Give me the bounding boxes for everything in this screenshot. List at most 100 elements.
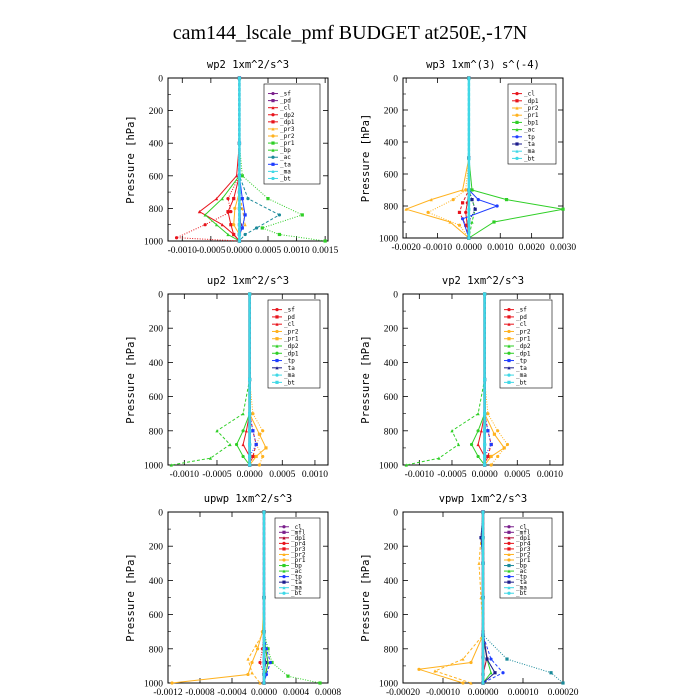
series-point: [467, 188, 471, 192]
series-point: [467, 207, 471, 211]
x-tick-label: 0.0010: [284, 246, 310, 256]
series-point: [232, 197, 236, 201]
series-point: [502, 446, 506, 450]
legend-label: _pr3: [516, 546, 531, 553]
series-point: [237, 141, 242, 145]
series-point: [246, 657, 250, 661]
legend-marker: [271, 91, 275, 96]
legend-label: _cl: [516, 321, 527, 328]
series-point: [489, 454, 493, 459]
series-point: [481, 681, 485, 685]
series-point: [561, 207, 565, 211]
series-point: [266, 647, 270, 651]
series-line: [418, 512, 484, 684]
series-line: [482, 512, 564, 684]
y-tick-label: 1000: [379, 462, 398, 472]
series-point: [477, 561, 481, 565]
series-point: [203, 223, 207, 227]
legend-label: _pr3: [280, 126, 295, 133]
series-point: [262, 595, 266, 600]
legend-label: _pr2: [291, 551, 306, 558]
y-tick-label: 400: [384, 577, 399, 587]
legend-marker: [515, 156, 519, 160]
x-tick-label: 0.0000: [251, 688, 277, 698]
x-tick-label: 0.0008: [315, 688, 341, 698]
legend-marker: [271, 120, 275, 124]
series-point: [270, 660, 274, 665]
y-tick-label: 600: [384, 171, 399, 181]
series-point: [169, 463, 173, 467]
legend-marker: [282, 541, 286, 545]
y-axis-label: Pressure [hPa]: [125, 335, 137, 424]
x-tick-label: 0.0000: [226, 246, 252, 256]
x-tick-label: 0.00010: [508, 688, 539, 698]
legend-label: _bt: [524, 155, 535, 162]
legend-marker: [507, 586, 511, 590]
series-point: [220, 197, 224, 201]
y-tick-label: 0: [158, 509, 163, 519]
series-point: [262, 681, 266, 685]
series-point: [254, 442, 258, 447]
series-point: [486, 429, 490, 433]
legend-marker: [282, 575, 286, 579]
series-point: [476, 442, 480, 447]
legend-marker: [507, 322, 511, 326]
series-point: [268, 660, 272, 665]
y-tick-label: 200: [384, 107, 399, 117]
legend-label: _tp: [291, 574, 302, 581]
series-line: [249, 294, 264, 466]
series-point: [214, 223, 219, 227]
series-point: [461, 657, 465, 661]
legend-marker: [275, 329, 279, 334]
legend-label: _mfl: [516, 529, 531, 536]
legend-label: _bt: [280, 175, 291, 182]
series-point: [501, 671, 505, 675]
legend-label: _bp: [516, 563, 527, 570]
legend-label: _ta: [524, 141, 535, 148]
y-tick-label: 1000: [144, 680, 163, 690]
series-point: [464, 188, 468, 192]
y-tick-label: 800: [149, 427, 164, 437]
legend-marker: [271, 127, 275, 131]
x-tick-label: 0.0004: [283, 688, 309, 698]
series-point: [426, 210, 430, 214]
series-point: [248, 454, 252, 459]
legend-marker: [282, 536, 286, 540]
series-point: [461, 201, 465, 205]
x-tick-label: 0.0005: [504, 470, 530, 480]
x-tick-label: 0.0015: [312, 246, 338, 256]
y-tick-label: 600: [149, 611, 164, 621]
legend-marker: [275, 344, 279, 348]
panel-title: wp3 1xm^(3) s^(-4): [426, 59, 540, 71]
series-point: [489, 442, 493, 447]
legend-marker: [515, 128, 519, 132]
y-tick-label: 1000: [144, 462, 163, 472]
legend-marker: [507, 575, 511, 579]
series-point: [470, 198, 474, 202]
legend-marker: [271, 106, 275, 110]
series-point: [464, 210, 468, 214]
series-point: [437, 456, 441, 460]
legend-marker: [507, 580, 511, 584]
series-point: [457, 210, 462, 214]
legend-label: _pd: [284, 314, 295, 321]
series-point: [486, 412, 490, 416]
legend-marker: [282, 580, 286, 584]
legend-marker: [282, 552, 286, 557]
y-tick-label: 1000: [379, 235, 398, 245]
legend-label: _pr1: [280, 140, 295, 147]
series-point: [450, 429, 454, 433]
legend-marker: [507, 541, 511, 545]
legend-label: _pd: [280, 98, 291, 105]
series-point: [170, 681, 174, 685]
series-point: [486, 454, 490, 459]
legend-label: _tp: [516, 358, 527, 365]
x-tick-label: 0.0030: [550, 243, 576, 253]
series-point: [467, 220, 471, 224]
legend-box: [499, 299, 553, 389]
series-point: [258, 681, 262, 685]
y-tick-label: 600: [384, 393, 399, 403]
legend-marker: [507, 329, 511, 334]
legend-label: _bp: [291, 563, 302, 570]
series-point: [232, 223, 236, 227]
